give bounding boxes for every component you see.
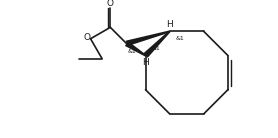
- Text: O: O: [107, 0, 114, 8]
- Text: &1: &1: [151, 46, 160, 51]
- Text: H: H: [142, 58, 149, 67]
- Polygon shape: [125, 41, 146, 56]
- Polygon shape: [126, 30, 170, 46]
- Text: H: H: [166, 20, 173, 29]
- Text: &1: &1: [128, 49, 136, 54]
- Polygon shape: [143, 31, 170, 58]
- Text: &1: &1: [175, 36, 184, 41]
- Text: O: O: [83, 33, 90, 42]
